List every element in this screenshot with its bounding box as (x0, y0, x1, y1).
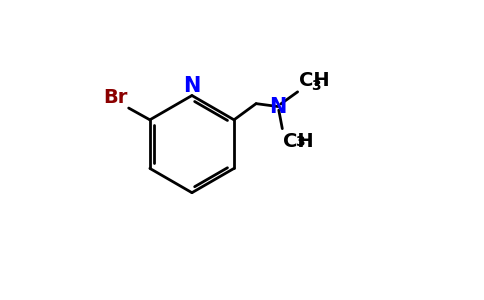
Text: Br: Br (103, 88, 127, 106)
Text: N: N (183, 76, 201, 95)
Text: CH: CH (283, 132, 314, 151)
Text: 3: 3 (296, 134, 305, 148)
Text: CH: CH (299, 71, 330, 90)
Text: 3: 3 (311, 79, 321, 93)
Text: N: N (270, 97, 287, 117)
